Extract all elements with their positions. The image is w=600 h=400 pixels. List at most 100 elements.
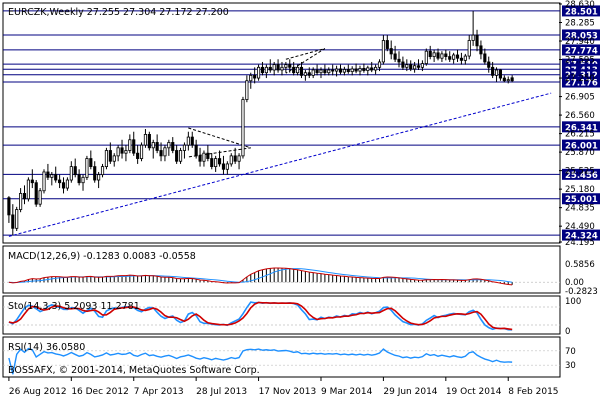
candle-body xyxy=(491,66,495,76)
price-level-tag xyxy=(562,29,600,41)
candle-body xyxy=(26,179,30,200)
candle-body xyxy=(280,66,284,71)
candle-body xyxy=(424,50,428,64)
price-tick-label: 26.560 xyxy=(565,111,595,121)
candle-body xyxy=(155,142,159,151)
rsi-header: RSI(14) 36.0580 xyxy=(8,342,85,353)
candle-body xyxy=(81,176,85,184)
price-tick-label: 24.195 xyxy=(565,238,595,248)
candle-body xyxy=(237,155,241,162)
price-panel[interactable]: 28.50128.05327.77427.51027.41327.31227.1… xyxy=(2,0,600,248)
price-tick-label: 25.180 xyxy=(565,185,595,195)
price-level-label: 27.176 xyxy=(565,79,598,89)
macd-axis: 0.5856 0.00-0.2823 xyxy=(565,260,598,297)
time-label: 9 Mar 2014 xyxy=(321,387,373,397)
candle-body xyxy=(393,53,397,60)
candle-body xyxy=(77,174,81,184)
candle-body xyxy=(217,158,222,165)
candles xyxy=(7,10,514,236)
candle-body xyxy=(225,163,229,170)
candle-body xyxy=(85,158,89,178)
candle-body xyxy=(370,67,374,71)
sto-series xyxy=(3,301,560,331)
price-level-tag xyxy=(562,229,600,241)
candle-body xyxy=(296,66,300,74)
candle-body xyxy=(89,158,93,168)
candle-body xyxy=(221,163,226,170)
candle-body xyxy=(104,150,108,168)
candle-body xyxy=(506,79,510,82)
candle-body xyxy=(498,69,503,79)
candle-body xyxy=(338,68,343,73)
candle-body xyxy=(264,66,268,74)
candle-body xyxy=(385,40,389,49)
candle-body xyxy=(69,166,73,181)
macd-panel[interactable]: 0.5856 0.00-0.2823 MACD(12,26,9) -0.1283 … xyxy=(2,245,598,297)
price-level-label: 25.001 xyxy=(565,195,598,205)
macd-main-line xyxy=(8,267,513,286)
candle-body xyxy=(229,155,233,165)
candle-body xyxy=(112,155,116,162)
candle-body xyxy=(38,190,42,205)
candle-body xyxy=(108,150,112,162)
sto-panel-frame xyxy=(2,295,561,335)
candle-body xyxy=(214,158,218,168)
rsi-line xyxy=(8,347,513,375)
candle-body xyxy=(502,77,506,82)
candle-body xyxy=(268,66,272,71)
price-header: EURCZK,Weekly 27.255 27.304 27.172 27.20… xyxy=(8,7,229,18)
candle-body xyxy=(241,99,245,157)
candle-body xyxy=(159,150,163,157)
price-level-label: 24.324 xyxy=(565,232,598,242)
candle-body xyxy=(182,144,187,151)
time-label: 7 Apr 2013 xyxy=(134,387,184,397)
rsi-tick-label: 70 xyxy=(565,347,576,357)
candle-body xyxy=(171,142,175,151)
candle-body xyxy=(327,69,331,74)
candle-body xyxy=(147,134,151,149)
price-level-label: 26.001 xyxy=(565,142,598,152)
price-tick-label: 26.215 xyxy=(565,130,595,140)
price-tick-label: 27.940 xyxy=(565,37,595,47)
price-levels: 28.50128.05327.77427.51027.41327.31227.1… xyxy=(3,5,600,242)
price-tick-label: 25.870 xyxy=(565,148,595,158)
price-tick-label: 28.630 xyxy=(565,0,595,10)
candle-body xyxy=(272,64,276,71)
candle-body xyxy=(93,166,97,181)
rsi-tick-label: 30 xyxy=(565,361,576,371)
time-label: 17 Nov 2013 xyxy=(259,387,317,397)
price-axis: 28.630 28.285 27.940 27.595 27.250 26.905 26.5… xyxy=(559,0,595,248)
candle-body xyxy=(354,68,358,72)
candle-body xyxy=(436,52,440,59)
time-label: 8 Feb 2015 xyxy=(508,387,558,397)
candle-body xyxy=(15,209,19,229)
price-level-label: 28.053 xyxy=(565,31,598,41)
price-level-label: 25.456 xyxy=(565,171,598,181)
candle-body xyxy=(97,174,101,181)
candle-body xyxy=(245,80,249,100)
macd-header: MACD(12,26,9) -0.1283 0.0083 -0.0558 xyxy=(8,251,196,262)
candle-body xyxy=(342,69,346,73)
candle-body xyxy=(54,174,58,181)
candle-body xyxy=(276,64,280,71)
candle-body xyxy=(428,50,432,57)
candle-body xyxy=(42,171,46,192)
price-tick-label: 28.285 xyxy=(565,19,595,29)
candle-body xyxy=(163,147,167,157)
candle-body xyxy=(479,45,483,55)
candle-body xyxy=(233,155,237,162)
price-tick-label: 27.595 xyxy=(565,56,595,66)
price-tick-label: 24.490 xyxy=(565,222,595,232)
candle-body xyxy=(311,69,315,76)
candle-body xyxy=(389,48,393,55)
stochastic-panel[interactable]: 100 0 Sto(14,3,3) 5.2093 11.2781 xyxy=(2,295,581,337)
price-level-tag xyxy=(562,76,600,88)
candle-body xyxy=(315,69,319,74)
candle-body xyxy=(420,63,424,68)
candle-body xyxy=(186,136,190,146)
candle-body xyxy=(409,64,413,70)
candle-body xyxy=(206,152,210,159)
